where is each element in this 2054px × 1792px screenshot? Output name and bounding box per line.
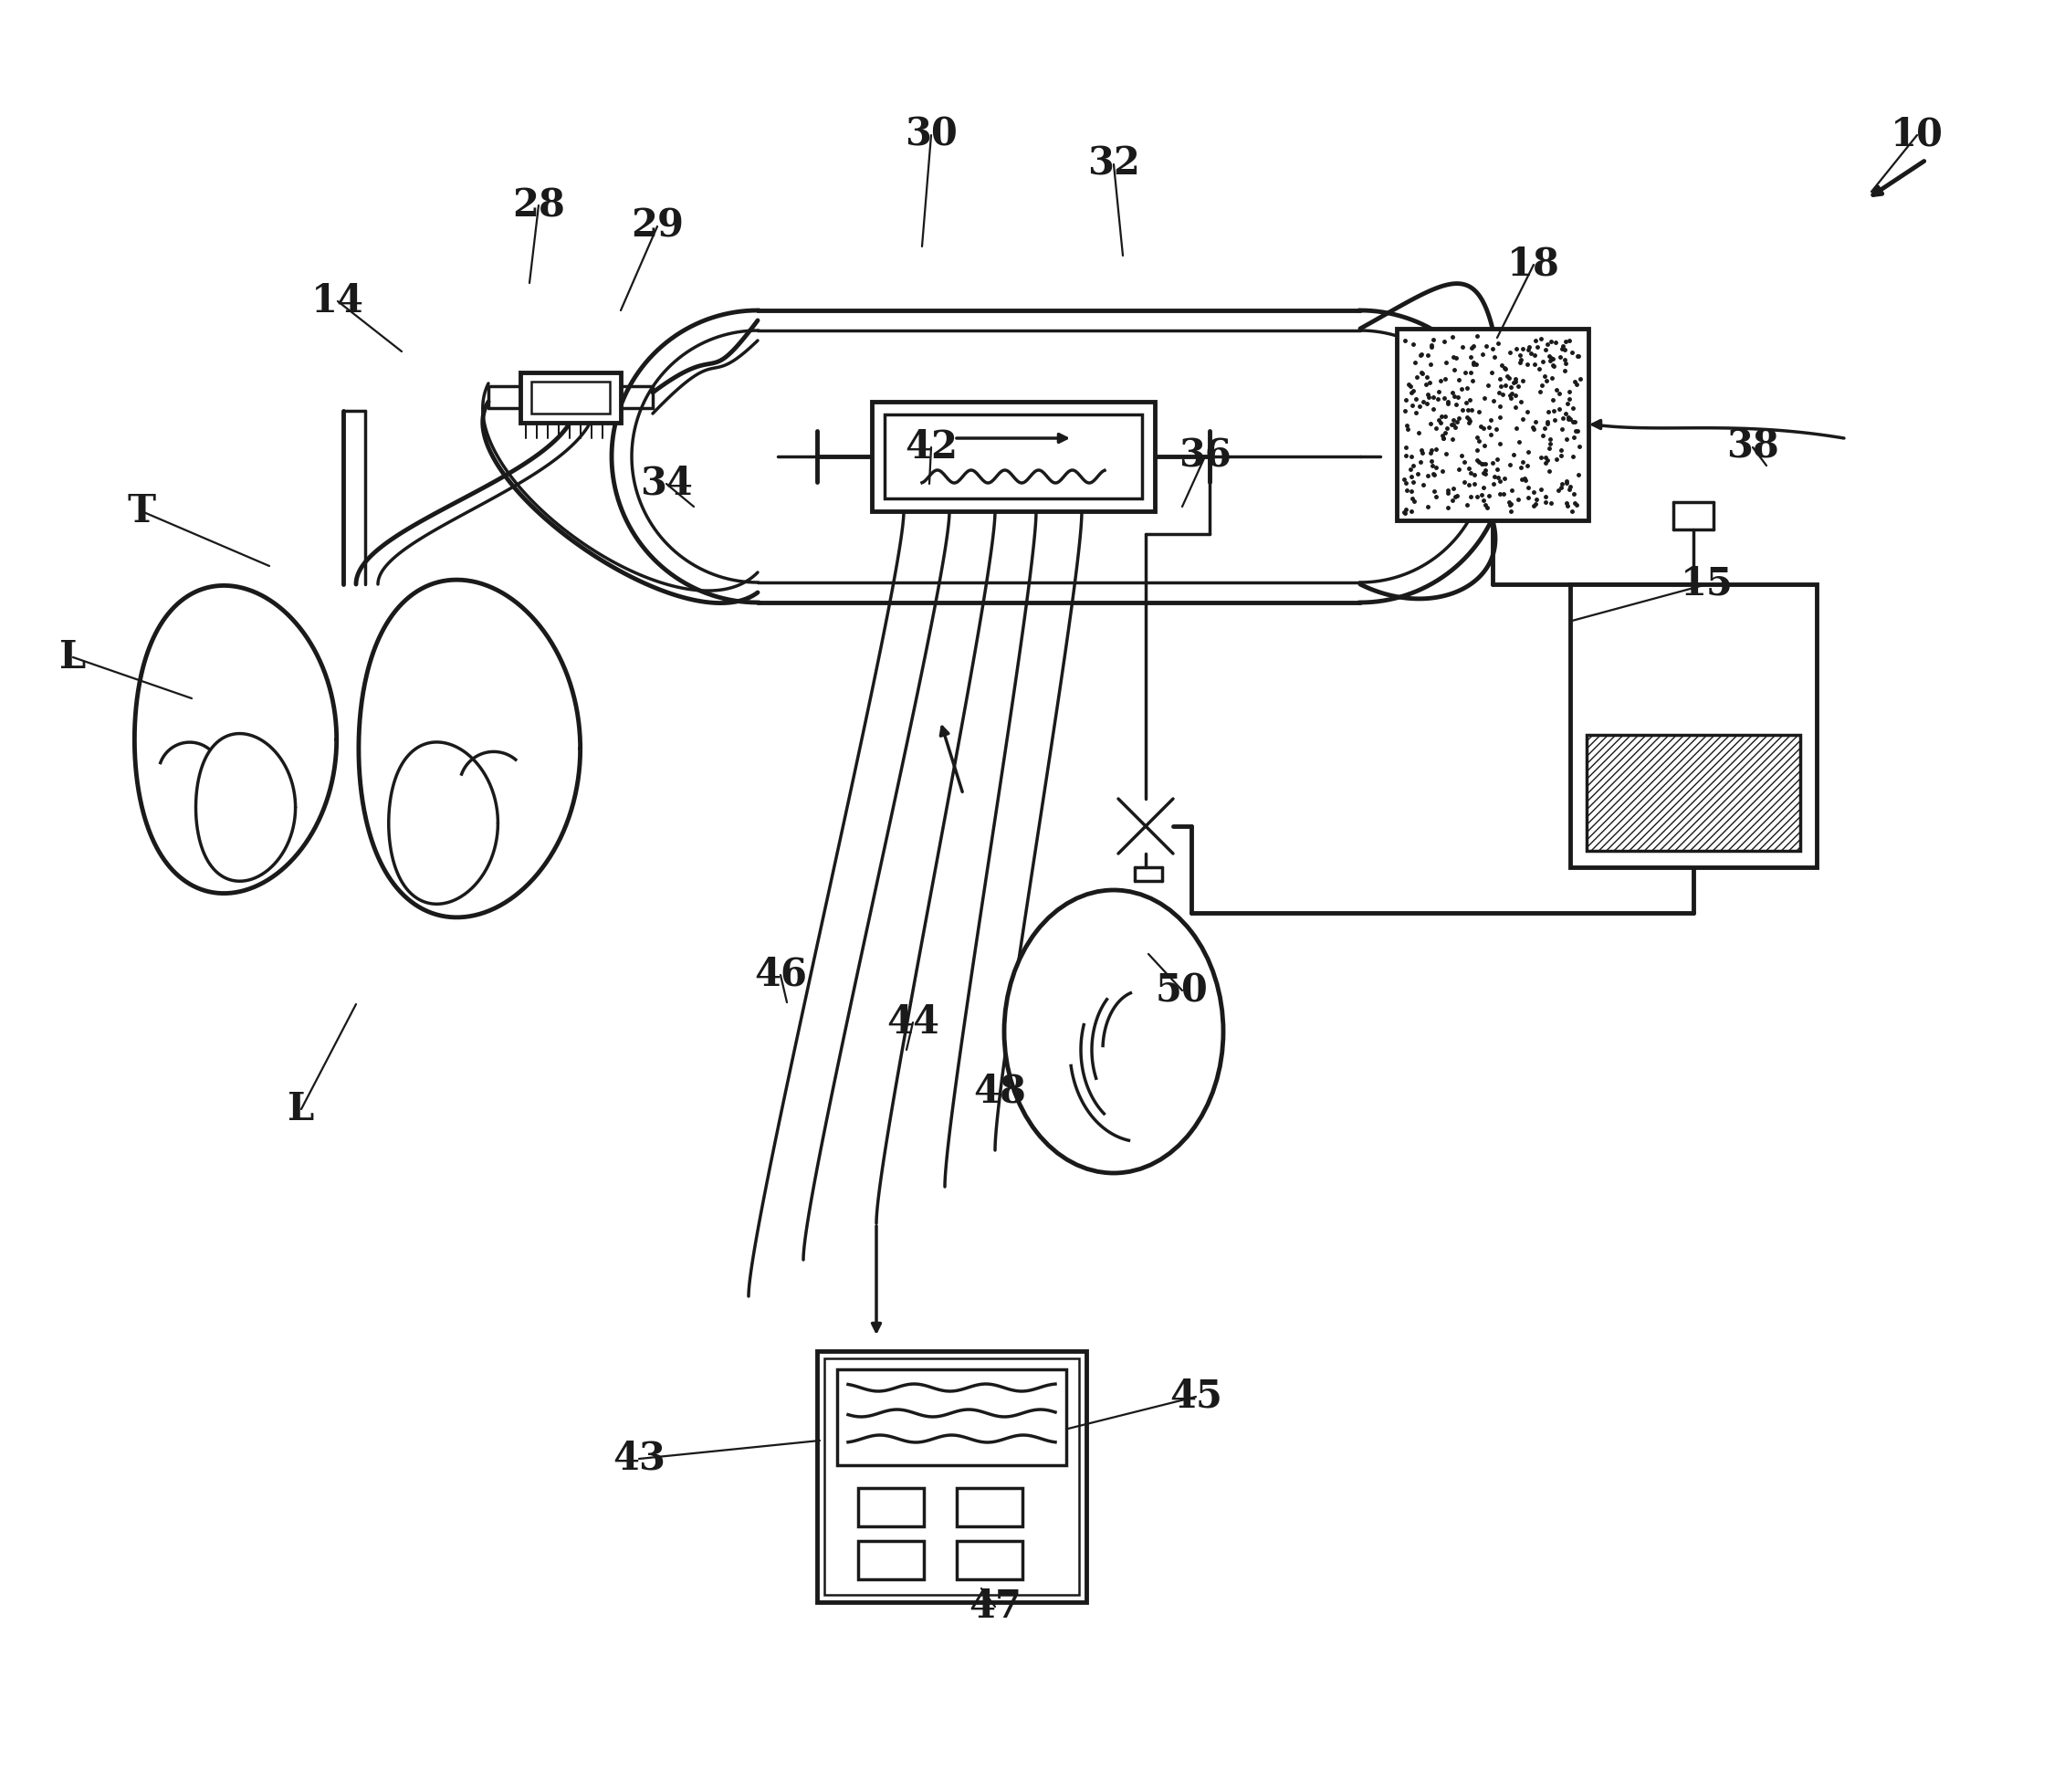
Text: 14: 14 <box>312 281 364 321</box>
Text: 18: 18 <box>1508 246 1561 283</box>
Text: 36: 36 <box>1179 437 1232 475</box>
Text: 28: 28 <box>511 186 565 224</box>
Text: 46: 46 <box>754 955 807 995</box>
Text: L: L <box>288 1090 314 1129</box>
Text: 15: 15 <box>1680 564 1734 604</box>
Bar <box>957 1541 1023 1579</box>
Bar <box>859 1541 924 1579</box>
Text: 42: 42 <box>904 428 957 466</box>
Text: L: L <box>60 638 86 676</box>
Text: 32: 32 <box>1087 145 1140 183</box>
Bar <box>532 382 610 414</box>
Text: 48: 48 <box>974 1072 1027 1109</box>
Bar <box>859 1487 924 1527</box>
Bar <box>824 1358 1078 1595</box>
Bar <box>1397 328 1588 520</box>
Text: 38: 38 <box>1725 428 1779 466</box>
Text: 44: 44 <box>887 1004 939 1041</box>
Bar <box>838 1369 1066 1466</box>
Bar <box>520 373 620 423</box>
Ellipse shape <box>1004 891 1224 1174</box>
Bar <box>1586 735 1799 851</box>
Text: 50: 50 <box>1156 971 1208 1009</box>
Bar <box>885 414 1142 498</box>
Text: 47: 47 <box>969 1588 1021 1625</box>
Text: 30: 30 <box>904 116 957 154</box>
Text: 45: 45 <box>1169 1378 1222 1416</box>
Text: T: T <box>127 493 156 530</box>
Bar <box>957 1487 1023 1527</box>
Text: 29: 29 <box>631 208 684 246</box>
Text: 10: 10 <box>1890 116 1943 154</box>
Bar <box>871 401 1154 511</box>
Text: 34: 34 <box>641 464 692 504</box>
Text: 43: 43 <box>612 1439 665 1478</box>
Bar <box>817 1351 1087 1602</box>
Bar <box>1569 584 1816 867</box>
